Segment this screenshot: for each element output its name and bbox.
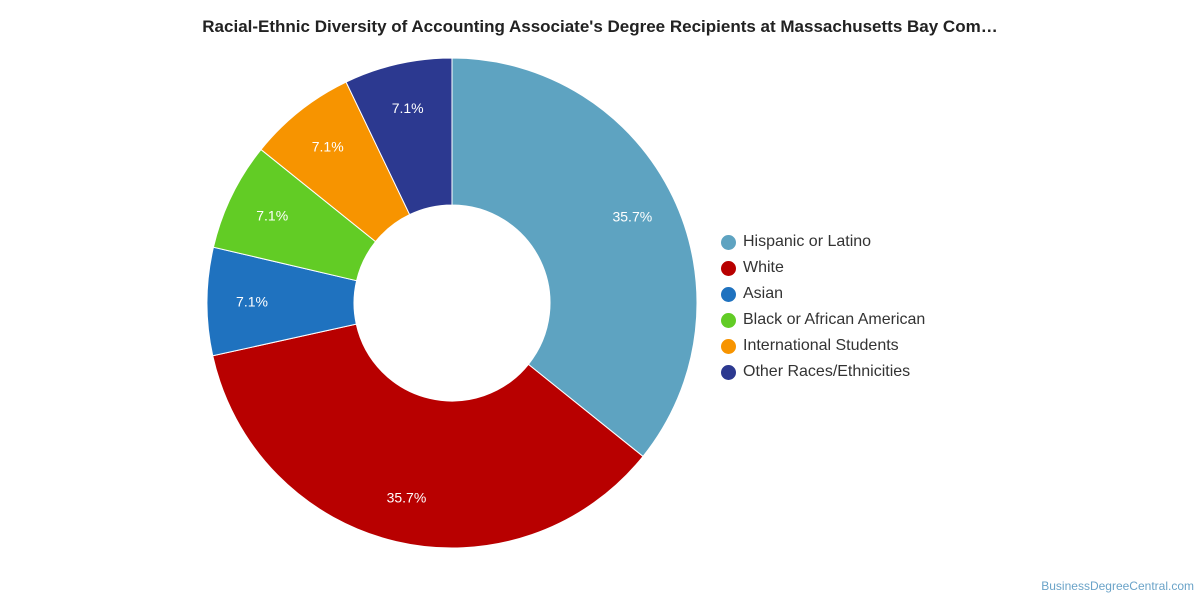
slice-label-asian: 7.1%	[236, 294, 268, 310]
slice-hispanic-or-latino[interactable]	[451, 57, 698, 458]
legend-label: International Students	[743, 337, 899, 354]
legend-dot-icon	[721, 260, 736, 276]
chart-title: Racial-Ethnic Diversity of Accounting As…	[202, 17, 998, 36]
legend-label: Black or African American	[743, 311, 926, 328]
legend-dot-icon	[721, 364, 736, 380]
legend-item-hispanic-or-latino[interactable]: Hispanic or Latino	[721, 229, 925, 255]
legend-dot-icon	[721, 286, 736, 302]
legend-item-white[interactable]: White	[721, 255, 925, 281]
legend-item-asian[interactable]: Asian	[721, 281, 925, 307]
slice-labels: 35.7% 35.7% 7.1% 7.1% 7.1% 7.1%	[236, 100, 652, 506]
legend-label: Other Races/Ethnicities	[743, 363, 911, 380]
legend-dot-icon	[721, 234, 736, 250]
legend-item-international-students[interactable]: International Students	[721, 333, 925, 359]
slice-label-black-or-african-american: 7.1%	[256, 207, 288, 223]
chart-legend: Hispanic or Latino White Asian Black or Afr…	[721, 229, 925, 385]
slice-label-hispanic-or-latino: 35.7%	[612, 209, 652, 225]
legend-item-black-or-african-american[interactable]: Black or African American	[721, 307, 925, 333]
slice-label-white: 35.7%	[387, 490, 427, 506]
legend-label: Hispanic or Latino	[743, 233, 872, 250]
slice-white[interactable]	[212, 323, 644, 549]
legend-dot-icon	[721, 312, 736, 328]
slice-label-international-students: 7.1%	[312, 138, 344, 154]
legend-dot-icon	[721, 338, 736, 354]
legend-label: Asian	[743, 285, 784, 302]
donut-slices	[206, 57, 698, 549]
legend-item-other-races-ethnicities[interactable]: Other Races/Ethnicities	[721, 359, 925, 385]
source-credit[interactable]: BusinessDegreeCentral.com	[1041, 579, 1194, 593]
slice-other-races-ethnicities[interactable]	[345, 57, 453, 216]
legend-label: White	[743, 259, 784, 276]
slice-label-other-races-ethnicities: 7.1%	[392, 100, 424, 116]
